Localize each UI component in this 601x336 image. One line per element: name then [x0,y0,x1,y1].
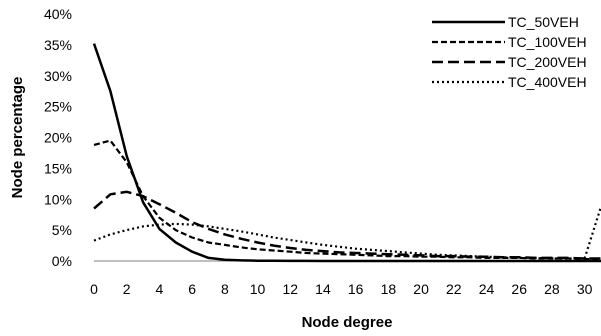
y-tick-label: 30% [44,68,72,84]
series-line-tc-400veh [93,206,601,260]
legend-label: TC_200VEH [508,54,587,70]
x-tick-label: 22 [446,281,462,297]
x-tick-label: 4 [156,281,164,297]
x-tick-label: 16 [348,281,364,297]
series-lines [92,43,601,263]
y-tick-label: 40% [44,6,72,22]
x-tick-label: 2 [123,281,131,297]
y-tick-label: 35% [44,37,72,53]
x-tick-label: 10 [250,281,266,297]
y-tick-label: 5% [52,222,72,238]
x-tick-label: 28 [544,281,560,297]
legend: TC_50VEH TC_100VEH TC_200VEH TC_400VEH [432,14,587,90]
series-line-tc-50veh [92,43,601,263]
x-tick-label: 14 [315,281,331,297]
y-axis-ticks: 0% 5% 10% 15% 20% 25% 30% 35% 40% [44,6,72,269]
legend-label: TC_50VEH [508,14,579,30]
y-tick-label: 15% [44,160,72,176]
y-tick-label: 20% [44,130,72,146]
y-axis-title: Node percentage [9,77,26,199]
y-tick-label: 25% [44,99,72,115]
x-tick-label: 0 [90,281,98,297]
x-tick-label: 8 [221,281,229,297]
legend-label: TC_100VEH [508,34,587,50]
x-tick-label: 26 [511,281,527,297]
x-tick-label: 30 [577,281,593,297]
x-tick-label: 12 [282,281,298,297]
y-tick-label: 0% [52,253,72,269]
legend-label: TC_400VEH [508,74,587,90]
x-tick-label: 20 [413,281,429,297]
x-axis-title: Node degree [302,314,393,331]
y-tick-label: 10% [44,191,72,207]
series-line-tc-100veh [93,139,601,261]
x-tick-label: 24 [479,281,495,297]
x-tick-label: 6 [188,281,196,297]
x-axis-ticks: 0 2 4 6 8 10 12 14 16 18 20 22 24 26 28 30 [90,281,593,297]
x-tick-label: 18 [381,281,397,297]
